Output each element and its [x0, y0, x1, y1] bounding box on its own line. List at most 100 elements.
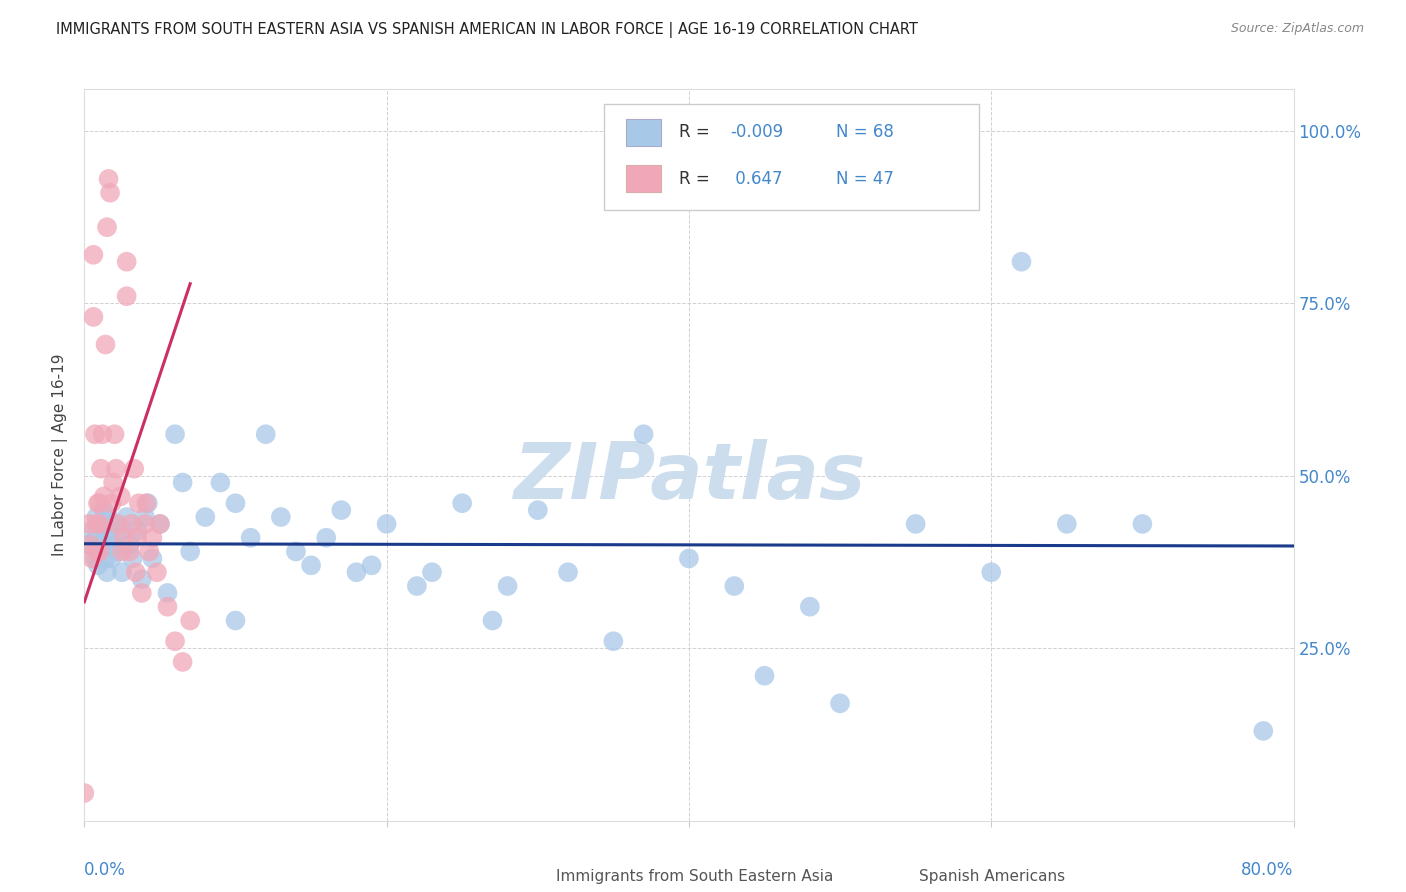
FancyBboxPatch shape — [626, 119, 661, 145]
Text: N = 68: N = 68 — [837, 123, 894, 142]
Point — [299, 558, 322, 573]
Point — [633, 427, 655, 442]
Point — [172, 655, 194, 669]
Point — [141, 551, 163, 566]
Point — [107, 516, 129, 531]
FancyBboxPatch shape — [605, 103, 979, 210]
Point — [315, 531, 337, 545]
Point — [121, 551, 143, 566]
Point — [134, 510, 156, 524]
Point — [141, 531, 163, 545]
Point — [87, 496, 110, 510]
Text: ZIPatlas: ZIPatlas — [513, 439, 865, 515]
Point — [179, 614, 201, 628]
Text: R =: R = — [679, 123, 716, 142]
Point — [165, 634, 187, 648]
Point — [93, 489, 115, 503]
Point — [115, 289, 138, 303]
Point — [225, 496, 247, 510]
Point — [91, 427, 114, 442]
Text: 80.0%: 80.0% — [1241, 861, 1294, 879]
Point — [557, 566, 579, 580]
Point — [451, 496, 474, 510]
Point — [496, 579, 519, 593]
Point — [138, 544, 160, 558]
Point — [602, 634, 624, 648]
Point — [980, 566, 1002, 580]
Text: Spanish Americans: Spanish Americans — [918, 870, 1064, 885]
Point — [678, 551, 700, 566]
Point — [77, 516, 100, 531]
Point — [104, 538, 127, 552]
Text: N = 47: N = 47 — [837, 169, 894, 188]
Point — [84, 551, 107, 566]
Point — [84, 427, 107, 442]
Point — [91, 538, 114, 552]
Point — [149, 516, 172, 531]
FancyBboxPatch shape — [516, 866, 554, 888]
FancyBboxPatch shape — [626, 165, 661, 192]
Point — [134, 516, 156, 531]
Point — [79, 538, 101, 552]
Point — [86, 531, 108, 545]
Point — [285, 544, 308, 558]
Point — [100, 496, 122, 510]
Text: Source: ZipAtlas.com: Source: ZipAtlas.com — [1230, 22, 1364, 36]
Point — [104, 427, 127, 442]
Point — [111, 544, 134, 558]
Point — [127, 531, 149, 545]
Point — [136, 496, 159, 510]
Text: 0.0%: 0.0% — [84, 861, 127, 879]
Point — [375, 516, 398, 531]
Point — [105, 461, 128, 475]
Point — [107, 544, 129, 558]
Point — [96, 524, 118, 538]
Text: IMMIGRANTS FROM SOUTH EASTERN ASIA VS SPANISH AMERICAN IN LABOR FORCE | AGE 16-1: IMMIGRANTS FROM SOUTH EASTERN ASIA VS SP… — [56, 22, 918, 38]
Point — [115, 510, 138, 524]
Point — [89, 496, 111, 510]
Point — [100, 551, 122, 566]
Point — [89, 516, 111, 531]
Point — [131, 586, 153, 600]
Point — [172, 475, 194, 490]
Point — [904, 516, 927, 531]
Point — [420, 566, 443, 580]
Point — [97, 172, 120, 186]
Point — [527, 503, 550, 517]
Point — [156, 599, 179, 614]
Point — [125, 566, 148, 580]
Point — [104, 516, 127, 531]
Point — [754, 669, 776, 683]
Point — [360, 558, 382, 573]
Point — [1056, 516, 1078, 531]
Point — [112, 531, 135, 545]
Point — [481, 614, 503, 628]
Point — [118, 544, 141, 558]
Point — [80, 524, 103, 538]
Point — [146, 566, 169, 580]
Point — [128, 496, 150, 510]
Point — [131, 572, 153, 586]
Point — [110, 489, 132, 503]
Text: 0.647: 0.647 — [730, 169, 783, 188]
Point — [101, 475, 124, 490]
Y-axis label: In Labor Force | Age 16-19: In Labor Force | Age 16-19 — [52, 353, 69, 557]
Point — [115, 254, 138, 268]
Point — [86, 510, 108, 524]
Point — [77, 538, 100, 552]
Point — [111, 524, 134, 538]
Point — [97, 510, 120, 524]
Point — [89, 544, 111, 558]
Point — [96, 566, 118, 580]
Point — [89, 544, 111, 558]
Point — [86, 516, 108, 531]
Point — [723, 579, 745, 593]
Point — [111, 566, 134, 580]
Text: -0.009: -0.009 — [730, 123, 783, 142]
Point — [406, 579, 429, 593]
Point — [135, 496, 157, 510]
Point — [80, 551, 103, 566]
Point — [239, 531, 262, 545]
Point — [90, 461, 112, 475]
Point — [82, 248, 104, 262]
